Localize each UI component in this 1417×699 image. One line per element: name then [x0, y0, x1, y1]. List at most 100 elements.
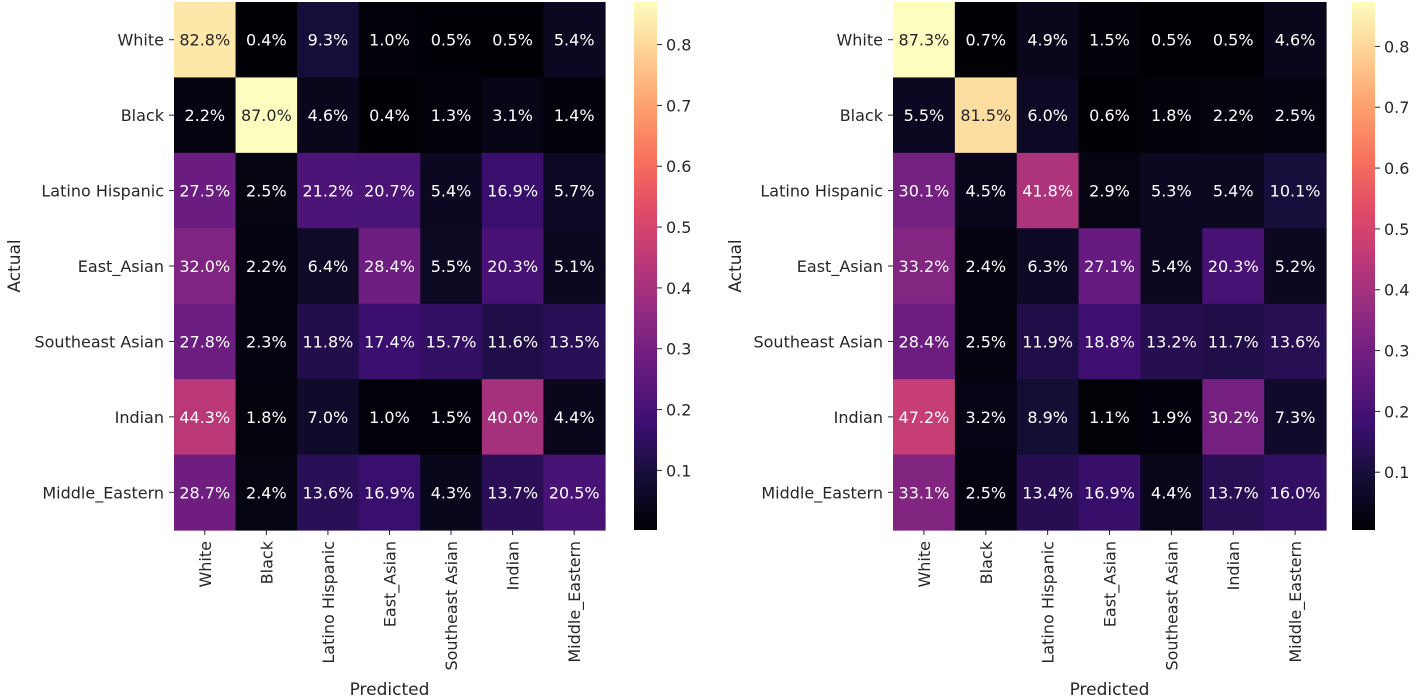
- cell-annotation: 21.2%: [303, 182, 354, 201]
- heatmap-cell-0-1: [235, 2, 298, 79]
- heatmap-cell-1-1: [954, 77, 1018, 154]
- heatmap-cell-0-0: [174, 2, 237, 79]
- cell-annotation: 7.3%: [1275, 408, 1316, 427]
- heatmap-cell-1-0: [174, 77, 237, 154]
- heatmap-cell-5-5: [1202, 379, 1265, 456]
- heatmap-cell-0-3: [1078, 2, 1142, 79]
- y-axis-label: Actual: [726, 239, 746, 292]
- cell-annotation: 1.4%: [554, 106, 595, 125]
- heatmap-cell-0-2: [297, 2, 360, 79]
- cell-annotation: 5.7%: [554, 182, 595, 201]
- cell-annotation: 28.4%: [364, 257, 415, 276]
- cell-annotation: 13.2%: [1146, 332, 1197, 351]
- cell-annotation: 4.3%: [431, 483, 472, 502]
- cell-annotation: 13.7%: [1208, 483, 1259, 502]
- heatmap-cell-3-4: [420, 228, 483, 305]
- colorbar-tick-label: 0.4: [666, 279, 691, 298]
- cell-annotation: 28.4%: [899, 332, 950, 351]
- heatmap-cell-5-4: [1140, 379, 1203, 456]
- cell-annotation: 17.4%: [364, 332, 415, 351]
- heatmap-panel-2: 87.3% 0.7% 4.9% 1.5% 0.5% 0.5% 4.6% 5.5% 81.5% 6.…: [726, 2, 1409, 699]
- y-tick-label: Southeast Asian: [34, 332, 164, 351]
- cell-annotation: 0.4%: [369, 106, 410, 125]
- y-tick-label: East_Asian: [797, 257, 883, 277]
- cell-annotation: 16.9%: [1084, 483, 1135, 502]
- x-tick-label: Latino Hispanic: [1039, 541, 1058, 664]
- cell-annotation: 41.8%: [1022, 182, 1073, 201]
- y-tick-label: White: [117, 31, 164, 50]
- colorbar: [1352, 2, 1375, 531]
- heatmap-cell-1-3: [1078, 77, 1142, 154]
- cell-annotation: 6.4%: [308, 257, 349, 276]
- heatmap-cell-1-5: [481, 77, 545, 154]
- y-tick-label: Southeast Asian: [753, 332, 883, 351]
- cell-annotation: 1.0%: [369, 31, 410, 50]
- heatmap-cell-5-3: [358, 379, 421, 456]
- heatmap-cell-6-6: [543, 454, 606, 531]
- cell-annotation: 2.2%: [246, 257, 287, 276]
- cell-annotation: 32.0%: [179, 257, 230, 276]
- cell-annotation: 87.0%: [241, 106, 292, 125]
- cell-annotation: 16.9%: [364, 483, 415, 502]
- heatmap-cell-6-1: [954, 454, 1018, 531]
- cell-annotation: 6.0%: [1027, 106, 1068, 125]
- cell-annotation: 15.7%: [426, 332, 477, 351]
- heatmap-cell-2-4: [420, 152, 483, 229]
- heatmap-cell-4-6: [543, 303, 606, 380]
- y-tick-label: Middle_Eastern: [42, 483, 164, 503]
- cell-annotation: 1.0%: [369, 408, 410, 427]
- heatmap-cell-6-2: [297, 454, 360, 531]
- y-tick-label: Black: [121, 106, 165, 125]
- cell-annotation: 4.4%: [1151, 483, 1192, 502]
- cell-annotation: 47.2%: [899, 408, 950, 427]
- cell-annotation: 40.0%: [487, 408, 538, 427]
- heatmap-cell-2-1: [954, 152, 1018, 229]
- cell-annotation: 8.9%: [1027, 408, 1068, 427]
- heatmap-cell-5-0: [893, 379, 956, 456]
- cell-annotation: 18.8%: [1084, 332, 1135, 351]
- heatmap-cell-0-4: [1140, 2, 1203, 79]
- cell-annotation: 0.7%: [965, 31, 1006, 50]
- colorbar-tick-label: 0.5: [1384, 220, 1409, 239]
- heatmap-cell-3-0: [174, 228, 237, 305]
- heatmap-cell-5-4: [420, 379, 483, 456]
- cell-annotation: 1.8%: [1151, 106, 1192, 125]
- heatmap-cell-1-2: [1016, 77, 1080, 154]
- x-tick-label: Latino Hispanic: [319, 541, 338, 664]
- colorbar-tick-label: 0.3: [1384, 342, 1409, 361]
- heatmap-cell-0-6: [543, 2, 606, 79]
- cell-annotation: 20.7%: [364, 182, 415, 201]
- cell-annotation: 2.4%: [246, 483, 287, 502]
- heatmap-cell-4-1: [954, 303, 1018, 380]
- cell-annotation: 11.8%: [303, 332, 354, 351]
- heatmap-cell-5-3: [1078, 379, 1142, 456]
- colorbar-tick-label: 0.5: [666, 218, 691, 237]
- cell-annotation: 1.5%: [431, 408, 472, 427]
- cell-annotation: 20.5%: [549, 483, 600, 502]
- cell-annotation: 4.6%: [1275, 31, 1316, 50]
- heatmap-cell-5-2: [1016, 379, 1080, 456]
- cell-annotation: 1.9%: [1151, 408, 1192, 427]
- heatmap-cell-2-1: [235, 152, 298, 229]
- colorbar-tick-label: 0.3: [666, 340, 691, 359]
- cell-annotation: 3.2%: [965, 408, 1006, 427]
- heatmap-cell-2-3: [1078, 152, 1142, 229]
- cell-annotation: 13.5%: [549, 332, 600, 351]
- x-tick-label: Southeast Asian: [442, 541, 461, 671]
- colorbar-tick-label: 0.8: [1384, 37, 1409, 56]
- cell-annotation: 28.7%: [179, 483, 230, 502]
- heatmap-cell-3-4: [1140, 228, 1203, 305]
- heatmap-cell-2-5: [481, 152, 545, 229]
- x-tick-label: Black: [257, 540, 276, 584]
- heatmap-cell-3-6: [1264, 228, 1327, 305]
- heatmap-cell-4-4: [1140, 303, 1203, 380]
- cell-annotation: 0.5%: [492, 31, 533, 50]
- colorbar-tick-label: 0.4: [1384, 281, 1409, 300]
- colorbar-tick-label: 0.2: [1384, 402, 1409, 421]
- heatmap-cell-4-0: [174, 303, 237, 380]
- heatmap-cell-5-5: [481, 379, 545, 456]
- cell-annotation: 87.3%: [899, 31, 950, 50]
- heatmap-cell-1-0: [893, 77, 956, 154]
- cell-annotation: 7.0%: [308, 408, 349, 427]
- x-tick-label: Black: [977, 540, 996, 584]
